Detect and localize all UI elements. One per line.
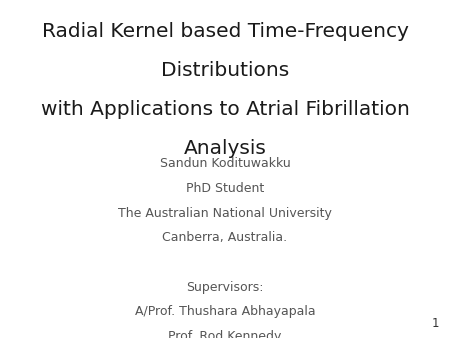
Text: Analysis: Analysis bbox=[184, 139, 266, 158]
Text: Distributions: Distributions bbox=[161, 61, 289, 80]
Text: Prof. Rod Kennedy: Prof. Rod Kennedy bbox=[168, 330, 282, 338]
Text: PhD Student: PhD Student bbox=[186, 182, 264, 195]
Text: Supervisors:: Supervisors: bbox=[186, 281, 264, 293]
Text: The Australian National University: The Australian National University bbox=[118, 207, 332, 219]
Text: with Applications to Atrial Fibrillation: with Applications to Atrial Fibrillation bbox=[40, 100, 410, 119]
Text: Canberra, Australia.: Canberra, Australia. bbox=[162, 231, 288, 244]
Text: Sandun Kodituwakku: Sandun Kodituwakku bbox=[160, 157, 290, 170]
Text: Radial Kernel based Time-Frequency: Radial Kernel based Time-Frequency bbox=[41, 22, 409, 41]
Text: A/Prof. Thushara Abhayapala: A/Prof. Thushara Abhayapala bbox=[135, 305, 315, 318]
Text: 1: 1 bbox=[431, 317, 439, 330]
